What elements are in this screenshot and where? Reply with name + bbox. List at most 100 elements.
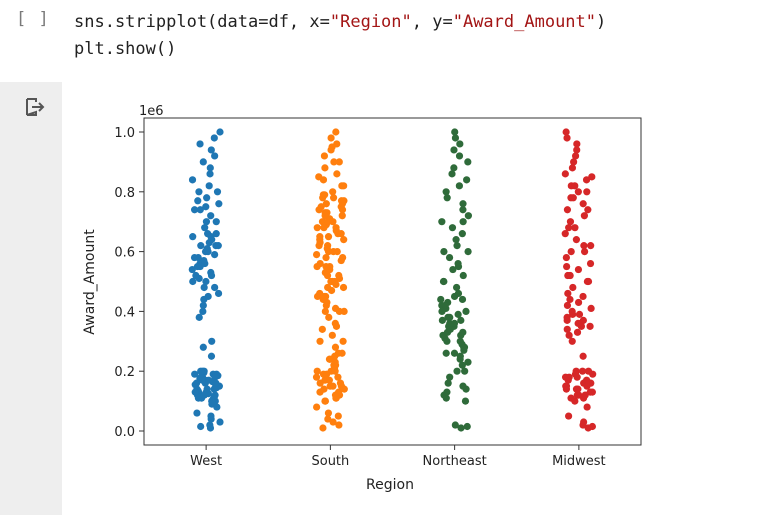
- data-point-south: [322, 263, 329, 270]
- data-point-south: [321, 152, 328, 159]
- code-editor[interactable]: sns.stripplot(data=df, x="Region", y="Aw…: [74, 9, 606, 63]
- data-point-south: [320, 224, 327, 231]
- data-point-northeast: [453, 284, 460, 291]
- data-point-south: [340, 236, 347, 243]
- data-point-south: [324, 242, 331, 249]
- data-point-west: [208, 398, 215, 405]
- data-point-northeast: [443, 389, 450, 396]
- data-point-south: [316, 233, 323, 240]
- data-point-south: [314, 224, 321, 231]
- data-point-west: [202, 278, 209, 285]
- data-point-west: [216, 128, 223, 135]
- data-point-south: [335, 272, 342, 279]
- data-point-northeast: [450, 164, 457, 171]
- data-point-south: [330, 362, 337, 369]
- data-point-midwest: [569, 284, 576, 291]
- data-point-west: [206, 182, 213, 189]
- data-point-northeast: [459, 383, 466, 390]
- data-point-midwest: [571, 224, 578, 231]
- data-point-midwest: [563, 128, 570, 135]
- data-point-south: [338, 197, 345, 204]
- data-point-midwest: [563, 383, 570, 390]
- data-point-midwest: [564, 326, 571, 333]
- data-point-west: [213, 230, 220, 237]
- data-point-northeast: [454, 260, 461, 267]
- data-point-northeast: [463, 176, 470, 183]
- data-point-south: [313, 403, 320, 410]
- data-point-northeast: [443, 350, 450, 357]
- data-point-south: [321, 398, 328, 405]
- data-point-northeast: [459, 230, 466, 237]
- data-point-west: [211, 251, 218, 258]
- output-redirect-icon[interactable]: [24, 96, 46, 118]
- data-point-west: [208, 353, 215, 360]
- data-point-midwest: [584, 206, 591, 213]
- data-point-west: [196, 140, 203, 147]
- data-point-west: [204, 248, 211, 255]
- code-line-2: plt.show(): [74, 39, 176, 59]
- data-point-west: [215, 200, 222, 207]
- data-point-west: [200, 158, 207, 165]
- data-point-midwest: [570, 194, 577, 201]
- data-point-west: [215, 290, 222, 297]
- data-point-midwest: [587, 242, 594, 249]
- data-point-west: [207, 212, 214, 219]
- data-point-midwest: [588, 305, 595, 312]
- data-point-south: [340, 284, 347, 291]
- data-point-south: [338, 182, 345, 189]
- run-cell-button[interactable]: [ ]: [16, 9, 50, 29]
- data-point-south: [317, 380, 324, 387]
- data-point-northeast: [450, 146, 457, 153]
- code-call: sns.stripplot(data=df, x=: [74, 12, 330, 32]
- data-point-northeast: [452, 421, 459, 428]
- data-point-midwest: [587, 260, 594, 267]
- data-point-south: [335, 412, 342, 419]
- data-point-south: [324, 218, 331, 225]
- data-point-south: [316, 389, 323, 396]
- data-point-midwest: [562, 170, 569, 177]
- data-point-midwest: [580, 242, 587, 249]
- data-point-west: [208, 272, 215, 279]
- code-cell[interactable]: [ ] sns.stripplot(data=df, x="Region", y…: [0, 0, 770, 78]
- data-point-west: [208, 338, 215, 345]
- data-point-northeast: [456, 152, 463, 159]
- data-point-northeast: [438, 218, 445, 225]
- data-point-west: [208, 146, 215, 153]
- data-point-midwest: [573, 386, 580, 393]
- data-point-midwest: [580, 353, 587, 360]
- data-point-south: [325, 409, 332, 416]
- data-point-south: [332, 368, 339, 375]
- data-point-west: [191, 206, 198, 213]
- data-point-northeast: [442, 302, 449, 309]
- x-axis: West South Northeast Midwest: [190, 445, 606, 469]
- data-point-midwest: [572, 371, 579, 378]
- data-point-northeast: [445, 380, 452, 387]
- data-point-south: [316, 338, 323, 345]
- data-point-south: [323, 371, 330, 378]
- data-point-south: [334, 248, 341, 255]
- data-point-south: [338, 383, 345, 390]
- x-tick-label: South: [311, 454, 349, 469]
- y-axis-label: Award_Amount: [82, 229, 98, 335]
- data-point-south: [333, 323, 340, 330]
- data-point-midwest: [575, 320, 582, 327]
- data-point-midwest: [579, 293, 586, 300]
- data-point-west: [212, 380, 219, 387]
- data-point-midwest: [586, 323, 593, 330]
- data-point-south: [314, 293, 321, 300]
- data-point-west: [211, 134, 218, 141]
- data-point-west: [211, 284, 218, 291]
- data-point-south: [329, 332, 336, 339]
- data-point-midwest: [567, 218, 574, 225]
- data-point-northeast: [459, 329, 466, 336]
- data-point-midwest: [584, 278, 591, 285]
- data-point-south: [335, 350, 342, 357]
- data-point-northeast: [462, 398, 469, 405]
- data-point-west: [197, 242, 204, 249]
- output-area: 1e6 0.0 0.2 0.4 0.6 0.8 1.0 West South Northeas…: [0, 82, 770, 515]
- data-point-midwest: [582, 392, 589, 399]
- data-point-northeast: [437, 296, 444, 303]
- data-point-northeast: [440, 278, 447, 285]
- data-point-midwest: [580, 418, 587, 425]
- data-point-northeast: [460, 272, 467, 279]
